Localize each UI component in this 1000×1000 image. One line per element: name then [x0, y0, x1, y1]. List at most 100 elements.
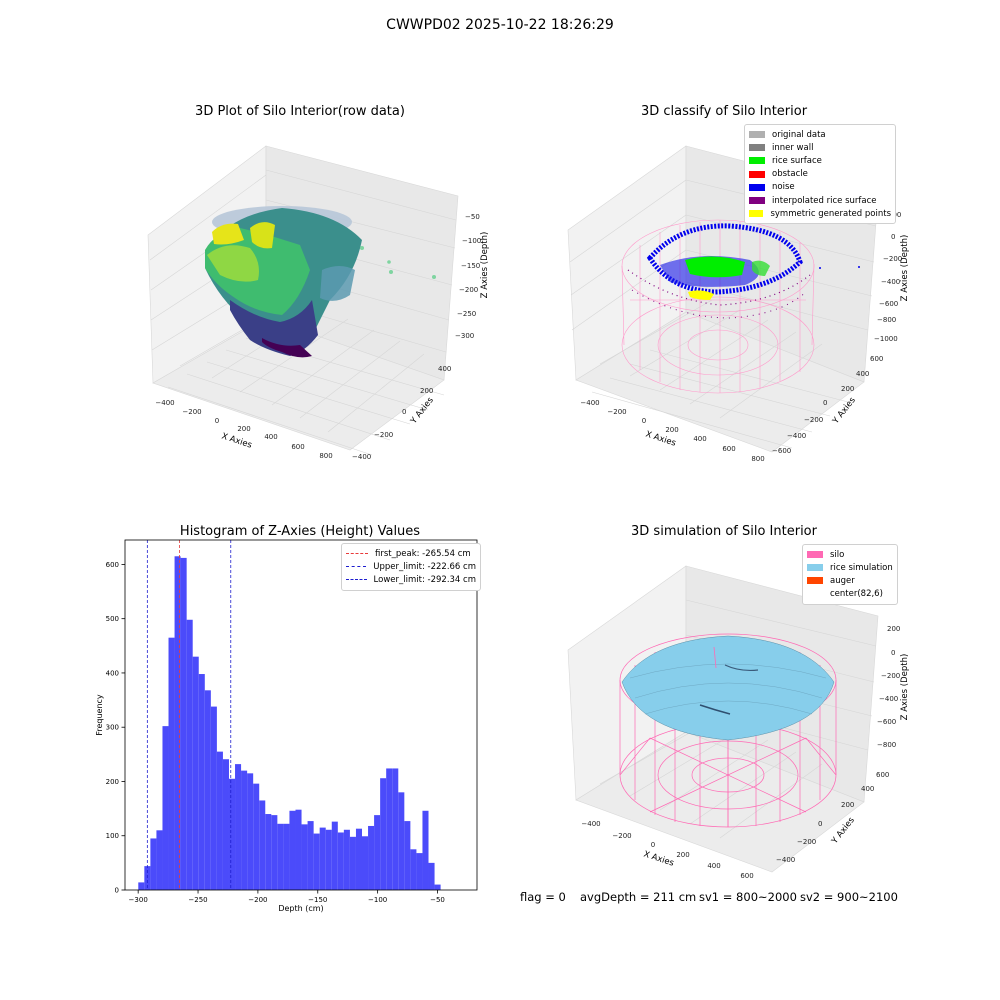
tick-label: −1000 [874, 335, 898, 343]
legend-swatch [749, 197, 765, 205]
tick-label: −400 [352, 453, 371, 461]
status-avg-depth: avgDepth = 211 cm [580, 890, 697, 904]
simulation-y-ticks: −400 −200 0 200 400 600 [776, 771, 889, 864]
histogram-bar [265, 814, 272, 890]
legend-label: inner wall [772, 142, 814, 153]
histogram-bar [386, 768, 393, 890]
tick-label: −200 [182, 408, 201, 416]
histogram-x-ticks: −300 −250 −200 −150 −100 −50 [129, 890, 445, 904]
histogram-bar [374, 815, 381, 890]
simulation-x-ticks: −400 −200 0 200 400 600 [581, 820, 753, 880]
legend-line [346, 579, 367, 581]
histogram-ylabel: Frequency [95, 694, 104, 736]
legend-label: silo [830, 549, 845, 560]
histogram-bar [434, 884, 441, 890]
legend-item-rice-simulation: rice simulation [807, 561, 893, 574]
legend-label: original data [772, 129, 826, 140]
tick-label: −400 [776, 856, 795, 864]
tick-label: 200 [841, 801, 854, 809]
classify-legend: original data inner wall rice surface ob… [744, 124, 896, 225]
legend-label: rice surface [772, 155, 822, 166]
histogram-bar [271, 815, 278, 890]
histogram-bar [398, 792, 405, 890]
tick-label: 600 [291, 443, 304, 451]
simulation-zlabel: Z Axies (Depth) [900, 654, 910, 721]
figure-title: CWWPD02 2025-10-22 18:26:29 [386, 17, 614, 33]
histogram-bar [138, 882, 145, 890]
histogram-bar [162, 726, 169, 890]
histogram-bar [283, 823, 290, 890]
simulation-3d-plot: −400 −200 0 200 400 600 X Axies −400 −20… [567, 565, 910, 880]
tick-label: −400 [580, 399, 599, 407]
tick-label: −150 [461, 262, 480, 270]
tick-label: 200 [887, 625, 900, 633]
histogram-chart: −300 −250 −200 −150 −100 −50 0 100 200 300 400 500… [95, 539, 478, 913]
histogram-bar [307, 821, 314, 890]
tick-label: −800 [877, 741, 896, 749]
simulation-legend: silo rice simulation auger center(82,6) [802, 544, 898, 605]
tick-label: −200 [881, 672, 900, 680]
legend-item-symmetric-generated-points: symmetric generated points [749, 207, 891, 220]
tick-label: −200 [607, 408, 626, 416]
raw-plot-title: 3D Plot of Silo Interior(row data) [195, 104, 405, 119]
y-tick-label: 100 [106, 832, 119, 840]
tick-label: 400 [856, 370, 869, 378]
tick-label: −300 [455, 332, 474, 340]
tick-label: 0 [818, 820, 822, 828]
legend-item-silo: silo [807, 548, 893, 561]
legend-label: interpolated rice surface [772, 195, 877, 206]
histogram-bars [138, 556, 441, 890]
x-tick-label: −150 [308, 896, 327, 904]
tick-label: 600 [876, 771, 889, 779]
raw-3d-plot: −400 −200 0 200 400 600 800 X Axies −400… [147, 145, 490, 461]
legend-label: symmetric generated points [770, 208, 891, 219]
simulation-z-ticks: 200 0 −200 −400 −600 −800 [877, 625, 900, 749]
histogram-reference-lines [146, 540, 232, 890]
legend-item-inner-wall: inner wall [749, 141, 891, 154]
histogram-bar [144, 866, 151, 890]
histogram-bar [404, 821, 411, 890]
histogram-bar [337, 832, 344, 890]
x-tick-label: −200 [248, 896, 267, 904]
classify-plot-title: 3D classify of Silo Interior [640, 104, 808, 119]
tick-label: −400 [881, 278, 900, 286]
legend-item-noise: noise [749, 181, 891, 194]
tick-label: 400 [264, 433, 277, 441]
classify-z-ticks: 200 0 −200 −400 −600 −800 −1000 [874, 211, 902, 343]
histogram-bar [355, 828, 363, 890]
legend-label: rice simulation [830, 562, 893, 573]
status-sv1: sv1 = 800~2000 [699, 890, 797, 904]
tick-label: −400 [787, 432, 806, 440]
histogram-bar [319, 827, 326, 890]
histogram-bar [277, 823, 284, 890]
histogram-bar [349, 836, 356, 890]
tick-label: 600 [740, 872, 753, 880]
legend-item-first-peak: first_peak: -265.54 cm [346, 547, 476, 560]
histogram-bar [253, 783, 260, 890]
histogram-bar [186, 619, 193, 890]
tick-label: 200 [237, 425, 250, 433]
histogram-bar [331, 821, 338, 890]
histogram-bar [259, 800, 266, 890]
raw-zlabel: Z Axies (Depth) [480, 232, 490, 299]
histogram-bar [150, 838, 157, 890]
histogram-bar [416, 853, 423, 890]
histogram-bar [216, 751, 223, 890]
legend-item-interpolated-rice-surface: interpolated rice surface [749, 194, 891, 207]
histogram-bar [295, 809, 302, 890]
tick-label: −200 [612, 832, 631, 840]
tick-label: 600 [722, 445, 735, 453]
legend-label: Upper_limit: -222.66 cm [373, 561, 476, 572]
histogram-bar [301, 824, 308, 890]
tick-label: 0 [402, 408, 406, 416]
histogram-xlabel: Depth (cm) [278, 904, 323, 913]
y-tick-label: 0 [115, 887, 119, 895]
histogram-bar [410, 849, 417, 890]
raw-y-ticks: −400 −200 0 200 400 [352, 365, 451, 461]
legend-swatch [749, 183, 765, 191]
tick-label: −200 [804, 416, 823, 424]
tick-label: −800 [877, 316, 896, 324]
tick-label: −200 [459, 286, 478, 294]
legend-label: obstacle [772, 169, 808, 180]
y-tick-label: 500 [106, 615, 119, 623]
